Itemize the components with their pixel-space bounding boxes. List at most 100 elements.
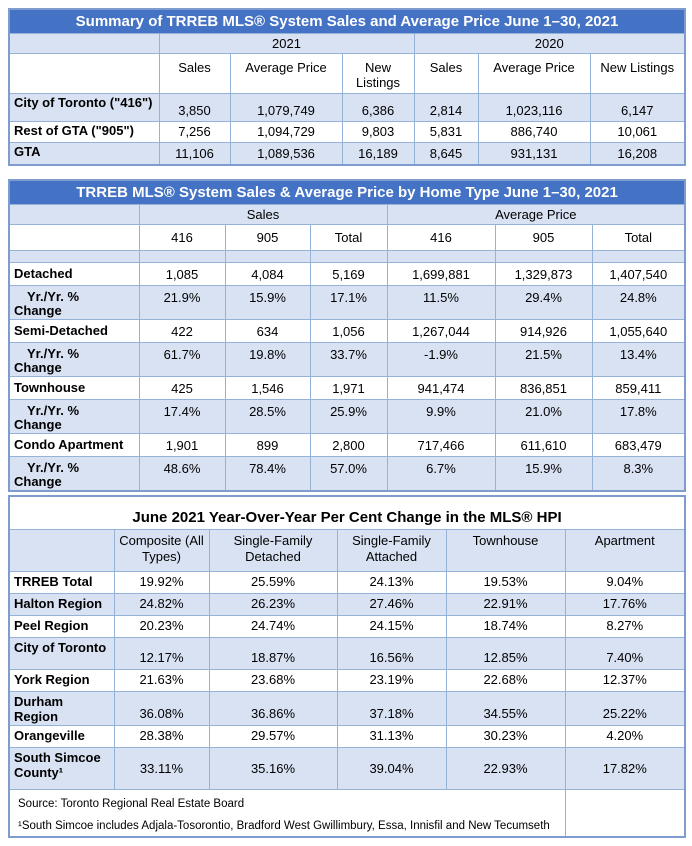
row-label: City of Toronto <box>8 636 115 670</box>
cell-value: 23.19% <box>336 668 447 692</box>
cell-value: 23.68% <box>208 668 338 692</box>
column-header-sf-attached: Single-Family Attached <box>336 528 447 572</box>
region-row: Halton Region 24.82% 26.23% 27.46% 22.91% 17.… <box>8 592 686 616</box>
cell-value: 5,169 <box>309 261 388 286</box>
cell-value: 1,055,640 <box>591 318 686 343</box>
column-header-newlistings-2020: New Listings <box>589 53 686 94</box>
footer-empty-cell <box>564 788 686 837</box>
cell-value: 36.86% <box>208 690 338 726</box>
metric-header-row: Sales Average Price New Listings Sales A… <box>8 53 686 94</box>
cell-value: 4.20% <box>564 724 686 748</box>
spacer-cell <box>494 249 593 263</box>
cell-value: 941,474 <box>386 375 496 400</box>
cell-value: 1,329,873 <box>494 261 593 286</box>
cell-value: 18.74% <box>445 614 566 638</box>
hometype-row: Yr./Yr. % Change 21.9% 15.9% 17.1% 11.5% 29.4… <box>8 284 686 320</box>
footer-cell: Source: Toronto Regional Real Estate Boa… <box>8 788 566 837</box>
group-header-avgprice: Average Price <box>386 203 686 225</box>
region-row: Peel Region 20.23% 24.74% 24.15% 18.74% 8.27% <box>8 614 686 638</box>
empty-corner-cell <box>8 53 160 94</box>
cell-value: 8,645 <box>413 142 479 165</box>
cell-value: 29.4% <box>494 284 593 320</box>
cell-value: 611,610 <box>494 432 593 457</box>
row-label: Rest of GTA ("905") <box>8 121 160 143</box>
cell-value: 48.6% <box>138 455 226 491</box>
year-2021-header: 2021 <box>158 33 415 54</box>
summary-table-body: City of Toronto ("416") 3,850 1,079,749 6,3… <box>8 93 686 165</box>
column-header-avgprice-2020: Average Price <box>477 53 591 94</box>
cell-value: 2,814 <box>413 93 479 122</box>
cell-value: 422 <box>138 318 226 343</box>
cell-value: 30.23% <box>445 724 566 748</box>
cell-value: 1,079,749 <box>229 93 343 122</box>
empty-corner-cell <box>8 203 140 225</box>
column-header-905-price: 905 <box>494 223 593 251</box>
cell-value: 17.76% <box>564 592 686 616</box>
cell-value: 6,147 <box>589 93 686 122</box>
row-label: Yr./Yr. % Change <box>8 455 140 491</box>
summary-title-row: Summary of TRREB MLS® System Sales and A… <box>8 8 686 34</box>
empty-corner-cell <box>8 223 140 251</box>
cell-value: 78.4% <box>224 455 311 491</box>
cell-value: 11,106 <box>158 142 231 165</box>
cell-value: 16.56% <box>336 636 447 670</box>
row-label: City of Toronto ("416") <box>8 93 160 122</box>
row-label: GTA <box>8 142 160 165</box>
cell-value: 634 <box>224 318 311 343</box>
cell-value: 425 <box>138 375 226 400</box>
cell-value: 836,851 <box>494 375 593 400</box>
column-header-total-price: Total <box>591 223 686 251</box>
region-row: York Region 21.63% 23.68% 23.19% 22.68% 12.37… <box>8 668 686 692</box>
summary-row: City of Toronto ("416") 3,850 1,079,749 6,3… <box>8 93 686 122</box>
hometype-table-body: Detached 1,085 4,084 5,169 1,699,881 1,329,87… <box>8 261 686 491</box>
cell-value: 4,084 <box>224 261 311 286</box>
cell-value: 1,056 <box>309 318 388 343</box>
row-label: Peel Region <box>8 614 115 638</box>
hometype-table: TRREB MLS® System Sales & Average Price … <box>8 178 687 492</box>
cell-value: 22.93% <box>445 746 566 790</box>
cell-value: 931,131 <box>477 142 591 165</box>
hometype-row: Townhouse 425 1,546 1,971 941,474 836,851 859,… <box>8 375 686 400</box>
region-row: Durham Region 36.08% 36.86% 37.18% 34.55% 25.… <box>8 690 686 726</box>
cell-value: 31.13% <box>336 724 447 748</box>
hpi-table: June 2021 Year-Over-Year Per Cent Change… <box>8 494 687 838</box>
cell-value: 2,800 <box>309 432 388 457</box>
cell-value: 61.7% <box>138 341 226 377</box>
cell-value: 17.4% <box>138 398 226 434</box>
cell-value: 9.04% <box>564 570 686 594</box>
cell-value: 3,850 <box>158 93 231 122</box>
cell-value: 859,411 <box>591 375 686 400</box>
column-header-total-sales: Total <box>309 223 388 251</box>
cell-value: 19.92% <box>113 570 210 594</box>
cell-value: 9.9% <box>386 398 496 434</box>
row-label: Semi-Detached <box>8 318 140 343</box>
row-label: Townhouse <box>8 375 140 400</box>
cell-value: 39.04% <box>336 746 447 790</box>
cell-value: 1,023,116 <box>477 93 591 122</box>
cell-value: 13.4% <box>591 341 686 377</box>
spacer-cell <box>309 249 388 263</box>
hometype-row: Semi-Detached 422 634 1,056 1,267,044 914,926… <box>8 318 686 343</box>
cell-value: 33.11% <box>113 746 210 790</box>
summary-table: Summary of TRREB MLS® System Sales and A… <box>8 8 687 166</box>
summary-row: GTA 11,106 1,089,536 16,189 8,645 931,131 16,2… <box>8 142 686 165</box>
row-label: Yr./Yr. % Change <box>8 284 140 320</box>
hometype-row: Yr./Yr. % Change 48.6% 78.4% 57.0% 6.7% 15.9%… <box>8 455 686 491</box>
cell-value: 28.38% <box>113 724 210 748</box>
cell-value: 28.5% <box>224 398 311 434</box>
cell-value: 886,740 <box>477 121 591 143</box>
cell-value: 1,094,729 <box>229 121 343 143</box>
cell-value: 15.9% <box>224 284 311 320</box>
cell-value: 11.5% <box>386 284 496 320</box>
region-row: Orangeville 28.38% 29.57% 31.13% 30.23% 4.20% <box>8 724 686 748</box>
row-label: Halton Region <box>8 592 115 616</box>
cell-value: 24.8% <box>591 284 686 320</box>
hometype-table-title: TRREB MLS® System Sales & Average Price … <box>8 179 686 205</box>
cell-value: 8.27% <box>564 614 686 638</box>
row-label: Condo Apartment <box>8 432 140 457</box>
empty-corner-cell <box>8 33 160 54</box>
cell-value: -1.9% <box>386 341 496 377</box>
cell-value: 21.5% <box>494 341 593 377</box>
cell-value: 33.7% <box>309 341 388 377</box>
